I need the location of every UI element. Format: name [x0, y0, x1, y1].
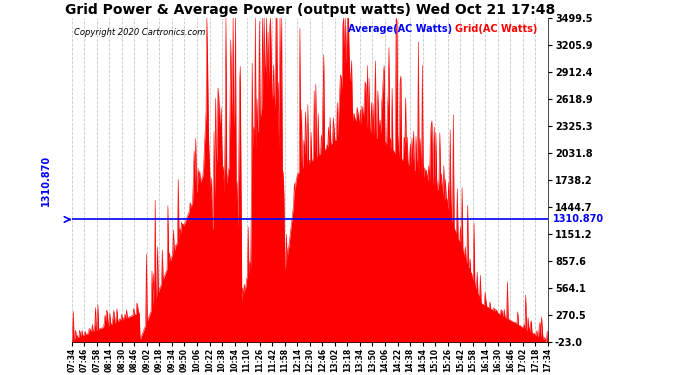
Title: Grid Power & Average Power (output watts) Wed Oct 21 17:48: Grid Power & Average Power (output watts…: [65, 3, 555, 17]
Text: Average(AC Watts): Average(AC Watts): [348, 24, 452, 34]
Text: 1310.870: 1310.870: [553, 214, 604, 225]
Text: 1310.870: 1310.870: [41, 154, 50, 206]
Text: Copyright 2020 Cartronics.com: Copyright 2020 Cartronics.com: [74, 28, 206, 37]
Text: Grid(AC Watts): Grid(AC Watts): [455, 24, 538, 34]
